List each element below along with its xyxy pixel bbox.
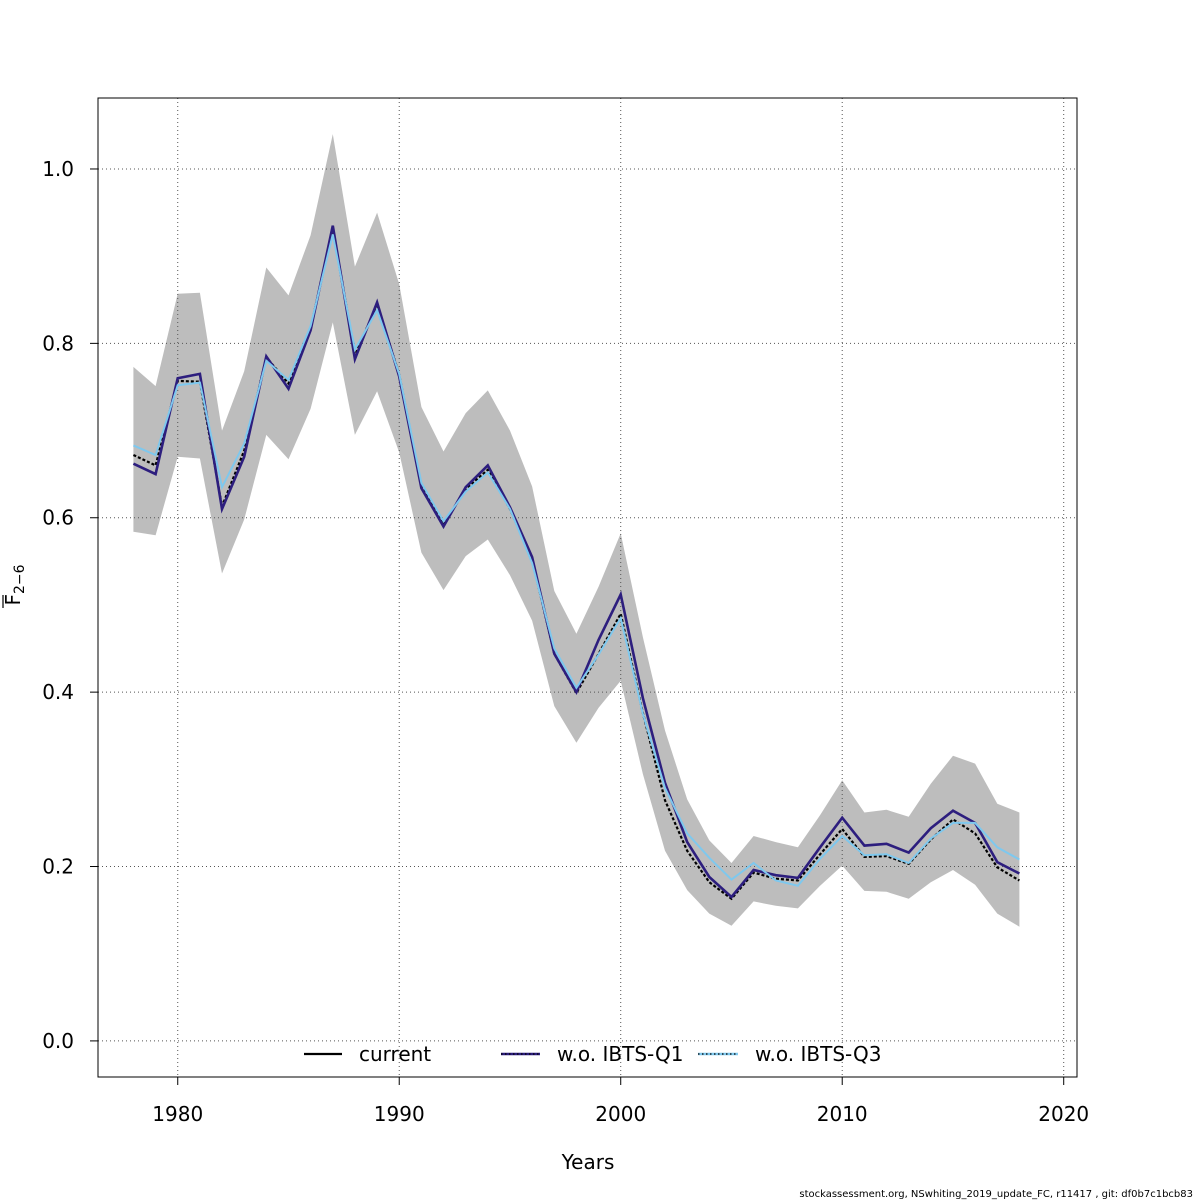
footer-note: stockassessment.org, NSwhiting_2019_upda… bbox=[799, 1189, 1193, 1200]
y-tick-label: 0.4 bbox=[42, 680, 74, 704]
legend-label-w-o-ibts-q1: w.o. IBTS-Q1 bbox=[557, 1042, 683, 1066]
x-tick-label: 1990 bbox=[374, 1102, 425, 1126]
legend-label-w-o-ibts-q3: w.o. IBTS-Q3 bbox=[755, 1042, 881, 1066]
axis-layer: 1980 1990 2000 2010 2020 0.0 0.2 0.4 0.6 0.8 1.0 bbox=[42, 157, 1089, 1126]
y-tick-label: 0.0 bbox=[42, 1029, 74, 1053]
legend-label-current: current bbox=[359, 1042, 431, 1066]
x-tick-label: 2010 bbox=[817, 1102, 868, 1126]
x-tick-label: 2000 bbox=[595, 1102, 646, 1126]
confidence-band-layer bbox=[133, 134, 1020, 927]
x-axis-title: Years bbox=[561, 1150, 615, 1174]
series-line-current bbox=[132, 228, 1020, 901]
y-tick-label: 0.2 bbox=[42, 855, 74, 879]
series-layer bbox=[132, 225, 1020, 901]
legend: current w.o. IBTS-Q1 w.o. IBTS-Q3 bbox=[304, 1042, 881, 1066]
x-tick-label: 1980 bbox=[152, 1102, 203, 1126]
y-axis-title-main: F bbox=[1, 594, 25, 606]
y-axis-title-subscript: 2−6 bbox=[12, 564, 28, 594]
y-axis-title: F 2−6 bbox=[1, 564, 28, 608]
x-tick-label: 2020 bbox=[1038, 1102, 1089, 1126]
y-tick-label: 0.8 bbox=[42, 331, 74, 355]
series-line-w-o-ibts-q3 bbox=[133, 234, 1020, 887]
y-tick-label: 1.0 bbox=[42, 157, 74, 181]
y-tick-label: 0.6 bbox=[42, 506, 74, 530]
series-line-w-o-ibts-q1 bbox=[132, 225, 1020, 899]
confidence-band bbox=[133, 134, 1020, 927]
